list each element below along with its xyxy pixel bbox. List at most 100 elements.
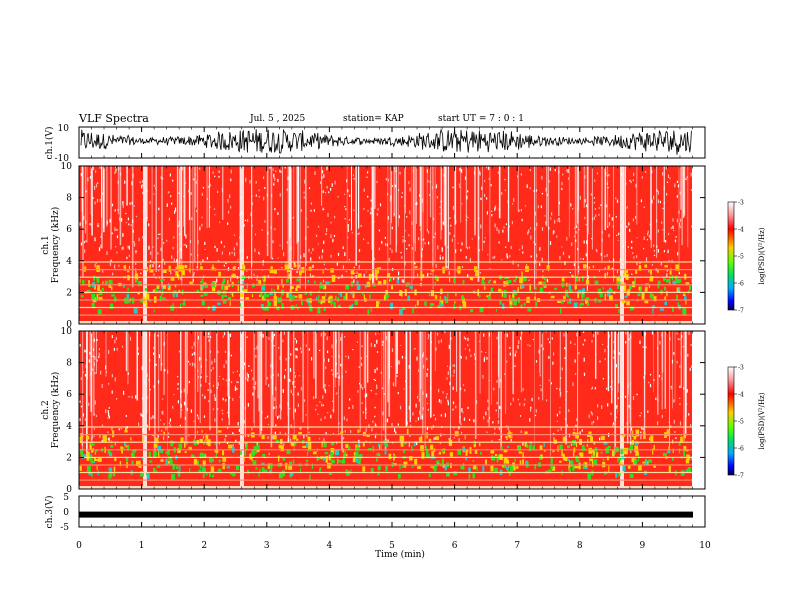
spectrogram-sferic [296, 166, 298, 244]
spectrogram-speckle [376, 367, 378, 371]
spectrogram-speckle [401, 355, 404, 359]
spectrogram-band-low [153, 467, 156, 472]
spectrogram-band-mid [627, 465, 631, 469]
spectrogram-sferic [661, 331, 663, 410]
spectrogram-speckle [578, 229, 580, 231]
spectrogram-band-low [347, 446, 351, 450]
spectrogram-speckle [649, 383, 652, 388]
spectrogram-speckle [519, 249, 521, 251]
spectrogram-band-low [602, 287, 605, 290]
spectrogram-speckle [80, 405, 83, 408]
spectrogram-speckle [128, 254, 130, 257]
spectrogram-speckle [648, 381, 650, 384]
spectrogram-band-mid [108, 284, 112, 288]
spectrogram-speckle [267, 424, 269, 426]
spectrogram-band-low [273, 289, 276, 294]
spectrogram-speckle [391, 249, 393, 253]
spectrogram-speckle [676, 180, 678, 183]
spectrogram-speckle [160, 176, 162, 179]
spectrogram-speckle [332, 432, 335, 435]
spectrogram-band-low [341, 459, 346, 464]
spectrogram-speckle [484, 237, 486, 239]
spectrogram-band-mid [212, 264, 214, 271]
spectrogram-band-mid [576, 442, 578, 448]
spectrogram-band-low [507, 445, 510, 448]
spectrogram-speckle [331, 355, 333, 357]
spectrogram-band-low [671, 457, 674, 461]
spectrogram-sferic [601, 166, 603, 220]
spectrogram-speckle [193, 352, 195, 355]
spectrogram-speckle [171, 202, 173, 205]
spectrogram-speckle [610, 412, 612, 415]
spectrogram-speckle [285, 262, 287, 264]
spectrogram-speckle [177, 400, 179, 404]
spectrogram-band-low [154, 470, 158, 473]
spectrogram-speckle [172, 405, 174, 409]
spectrogram-speckle [449, 217, 451, 220]
spectrogram-speckle [608, 233, 610, 238]
spectrogram-band-low [154, 451, 158, 456]
spectrogram-speckle [260, 431, 262, 435]
spectrogram-speckle [279, 404, 281, 408]
spectrogram-speckle [97, 222, 99, 226]
spectrogram-speckle [676, 360, 678, 364]
spectrogram-speckle [94, 185, 96, 190]
spectrogram-speckle [284, 375, 286, 379]
spectrogram-sferic [189, 166, 191, 274]
spectrogram-speckle [267, 415, 269, 418]
spectrogram-speckle [586, 240, 588, 244]
spectrogram-gap [143, 166, 147, 324]
spectrogram-band-low [506, 466, 509, 470]
spectrogram-speckle [521, 331, 523, 335]
spectrogram-speckle [435, 347, 437, 351]
spectrogram-band-low [507, 279, 512, 284]
spectrogram-band-low [581, 297, 584, 302]
spectrogram-speckle [494, 205, 497, 210]
spectrogram-band-low [364, 284, 367, 289]
spectrogram-band-mid [544, 449, 546, 452]
spectrogram-speckle [323, 208, 325, 210]
spectrogram-band-low [86, 289, 91, 294]
spectrogram-band-mid [642, 461, 647, 464]
spectrogram-band-low [628, 447, 632, 450]
spectrogram-band-low [470, 309, 474, 313]
spectrogram-band-mid [421, 274, 425, 279]
spectrogram-band-low [602, 458, 605, 462]
spectrogram-sferic [338, 331, 339, 433]
spectrogram-sferic [550, 331, 551, 457]
spectrogram-speckle [426, 229, 428, 232]
spectrogram-speckle [311, 357, 313, 361]
spectrogram-speckle [670, 387, 673, 390]
spectrogram-band-mid [562, 436, 566, 442]
spectrogram-band-low [652, 305, 654, 312]
spectrogram-sferic [161, 166, 163, 289]
spectrogram-speckle [648, 269, 650, 273]
spectrogram-speckle [512, 203, 514, 205]
ch1-waveform-xticks [78, 127, 706, 158]
spectrogram-band-low [237, 465, 239, 470]
spectrogram-sferic [184, 331, 186, 442]
spectrogram-sferic [365, 331, 367, 420]
spectrogram-speckle [362, 387, 364, 390]
spectrogram-speckle [559, 407, 561, 409]
spectrogram-gap [240, 166, 244, 324]
ch1-waveform-line [80, 128, 692, 155]
spectrogram-speckle [422, 352, 424, 356]
spectrogram-band-low [639, 289, 642, 292]
ytick-label: 6 [66, 390, 72, 400]
spectrogram-sferic [685, 331, 687, 417]
spectrogram-speckle [436, 196, 438, 199]
spectrogram-speckle [458, 183, 460, 186]
spectrogram-speckle [277, 212, 279, 215]
spectrogram-band-low [403, 449, 406, 454]
spectrogram-band-low [172, 303, 174, 308]
spectrogram-band-low [618, 457, 622, 461]
spectrogram-band-low [223, 294, 227, 298]
spectrogram-band-low [198, 469, 202, 473]
spectrogram-speckle [587, 275, 589, 277]
spectrogram-speckle [575, 230, 577, 234]
spectrogram-speckle [326, 228, 328, 232]
spectrogram-speckle [336, 392, 338, 394]
spectrogram-speckle [255, 381, 257, 385]
spectrogram-speckle [674, 183, 676, 188]
